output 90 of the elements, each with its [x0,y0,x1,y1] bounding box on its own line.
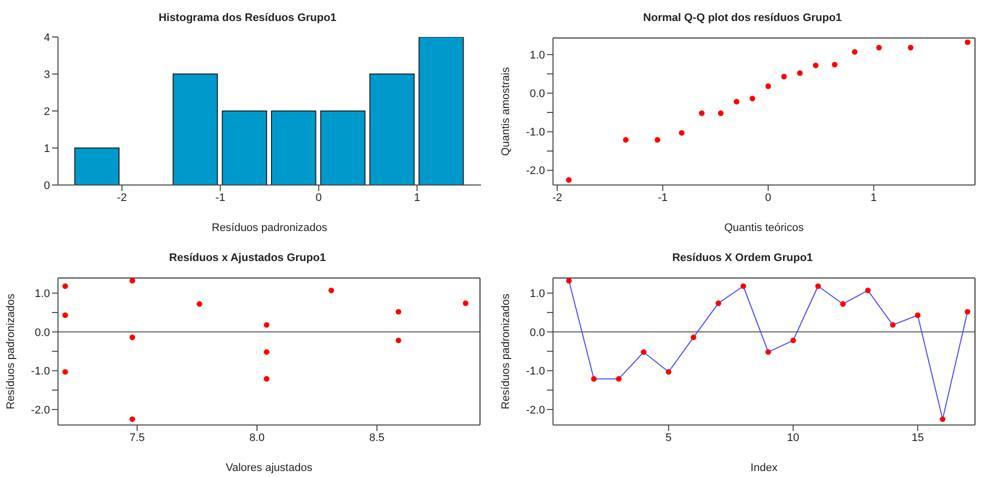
point [812,62,818,68]
x-tick-label: 8.5 [369,432,385,444]
point [591,376,597,382]
x-tick-label: -2 [552,192,562,204]
point [781,74,787,80]
x-tick-label: -2 [117,192,127,204]
y-tick-label: 1.0 [530,288,545,300]
point [678,130,685,136]
point [852,49,858,55]
point [264,322,270,328]
point [750,96,756,102]
y-tick-label: 0.0 [530,88,545,100]
y-tick-label: -1.0 [526,126,545,139]
y-tick-label: 0.0 [34,326,50,339]
x-tick-label: 1 [870,192,877,204]
point [698,110,705,116]
x-tick-label: 8.0 [249,432,265,444]
point [328,288,334,294]
point [865,288,871,294]
y-tick-label: 3 [44,68,50,81]
x-axis-title: Quantis teóricos [724,222,804,234]
x-tick-label: 15 [912,432,924,444]
point [797,70,803,76]
point [462,300,468,306]
point [840,301,846,307]
y-tick-label: -2.0 [31,404,50,416]
point [196,301,202,307]
point [832,62,838,68]
point [396,308,402,315]
point [130,334,136,340]
y-tick-label: 4 [44,32,50,44]
point [690,334,696,340]
point [62,283,68,289]
x-tick-label: -1 [215,192,226,204]
y-tick-label: -2.0 [526,404,545,416]
point [740,283,746,289]
point [654,137,660,143]
point [815,283,821,289]
y-tick-label: 1 [44,142,50,155]
x-tick-label: 7.5 [129,432,145,444]
y-tick-label: -2.0 [526,165,545,178]
y-tick-label: 2 [44,106,50,118]
y-tick-label: 0.0 [530,326,545,339]
point [62,312,68,318]
point [964,39,970,46]
point [890,322,896,328]
point [264,376,270,382]
y-axis-title: Resíduos padronizados [4,293,17,410]
point [908,44,914,50]
x-tick-label: 1 [414,192,420,204]
x-tick-label: 5 [666,432,672,444]
point [62,369,68,375]
chart-title: Resíduos X Ordem Grupo1 [671,252,814,264]
chart-title: Normal Q-Q plot dos resíduos Grupo1 [642,12,843,24]
point [640,349,646,355]
chart-title: Resíduos x Ajustados Grupo1 [168,252,327,264]
point [964,308,970,315]
x-tick-label: 0 [316,192,322,204]
point [130,416,136,422]
y-tick-label: 0 [44,180,50,192]
point [914,312,921,318]
point [718,110,724,116]
point [622,137,629,143]
point [566,177,572,183]
y-tick-label: 1.0 [530,49,545,62]
point [616,376,622,382]
point [790,338,796,344]
x-tick-label: 0 [765,192,772,204]
y-tick-label: 1.0 [34,288,50,300]
point [876,44,882,50]
point [264,349,270,355]
point [566,278,572,284]
point [716,300,722,306]
point [396,338,402,344]
point [765,83,772,90]
point [940,416,946,422]
x-axis-title: Valores ajustados [226,462,313,474]
x-tick-label: -1 [658,192,668,204]
y-tick-label: -1.0 [31,366,50,378]
point [666,369,672,375]
point [765,349,772,355]
chart-title: Histograma dos Resíduos Grupo1 [158,12,338,24]
point [130,278,136,284]
y-tick-label: -1.0 [526,366,545,378]
y-axis-title: Quantis amostrais [500,66,512,156]
x-axis-title: Index [750,462,778,474]
point [734,98,740,104]
y-axis-title: Resíduos padronizados [500,293,512,410]
x-tick-label: 10 [787,432,800,444]
x-axis-title: Resíduos padronizados [212,222,328,234]
